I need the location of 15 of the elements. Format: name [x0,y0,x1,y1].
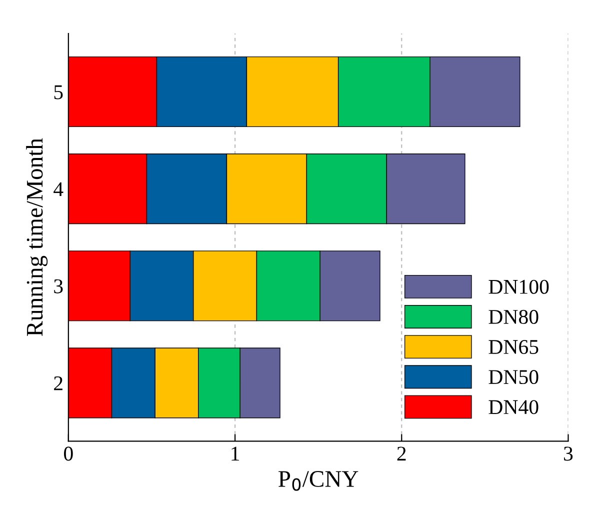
x-tick-label: 0 [64,446,73,461]
legend-label: DN65 [488,340,538,354]
y-axis-title: Running time/Month [26,138,48,336]
legend-label: DN40 [488,400,538,414]
y-tick-label: 4 [54,182,64,196]
legend-label: DN50 [488,370,538,384]
y-tick-label: 3 [54,279,63,294]
x-tick-label: 1 [232,446,239,460]
x-tick-label: 2 [397,446,406,460]
legend-label: DN100 [488,280,549,294]
x-tick-label: 3 [564,446,573,461]
y-tick-label: 2 [54,376,62,390]
y-tick-label: 5 [54,85,63,100]
legend-label: DN80 [488,310,538,324]
x-axis-title: P$_{0}$/CNY [278,471,358,491]
